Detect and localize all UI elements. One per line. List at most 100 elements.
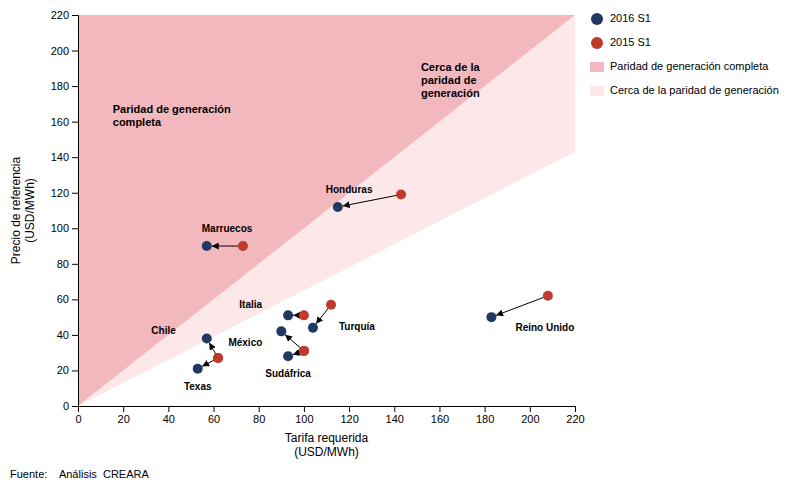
point: [299, 310, 309, 320]
plot: 0204060801001201401601802002200204060801…: [9, 9, 585, 459]
point: [333, 202, 343, 212]
point-label: Texas: [184, 381, 212, 392]
annotation: Cerca de laparidad degeneración: [421, 61, 481, 99]
point: [543, 291, 553, 301]
tick-label: 140: [386, 413, 404, 425]
point: [486, 312, 496, 322]
tick-label: 0: [63, 400, 69, 412]
point: [299, 346, 309, 356]
point: [283, 351, 293, 361]
tick-label: 180: [51, 80, 69, 92]
y-axis-title: Precio de referencia(USD/MWh): [9, 156, 37, 264]
point: [326, 300, 336, 310]
tick-mark: [485, 406, 486, 412]
tick-mark: [72, 51, 78, 52]
tick: 40: [57, 329, 78, 341]
legend-label: 2015 S1: [610, 36, 651, 48]
x-axis: 020406080100120140160180200220: [75, 406, 584, 425]
point-label: Turquía: [339, 321, 375, 332]
legend-item: 2015 S1: [591, 36, 651, 49]
tick: 0: [75, 406, 81, 425]
tick-mark: [72, 335, 78, 336]
point: [213, 353, 223, 363]
tick-mark: [349, 406, 350, 412]
tick-mark: [72, 228, 78, 229]
marks: [78, 15, 575, 406]
tick-mark: [214, 406, 215, 412]
point: [193, 364, 203, 374]
source: Fuente: Análisis CREARA: [10, 468, 149, 480]
point: [299, 346, 309, 356]
tick-label: 140: [51, 151, 69, 163]
point: [202, 333, 212, 343]
arrow: [496, 296, 548, 316]
legend-symbol: [591, 37, 603, 49]
tick: 180: [476, 406, 494, 425]
point: [238, 241, 248, 251]
point-label: Italia: [239, 299, 262, 310]
tick: 200: [521, 406, 539, 425]
tick: 0: [63, 400, 78, 412]
tick-mark: [72, 157, 78, 158]
tick-label: 120: [51, 187, 69, 199]
tick: 140: [386, 406, 404, 425]
tick-label: 160: [51, 116, 69, 128]
tick-mark: [72, 370, 78, 371]
arrow: [343, 195, 401, 206]
legend-label: Paridad de generación completa: [610, 60, 769, 72]
tick: 100: [295, 406, 313, 425]
legend: 2016 S1 2015 S1 Paridad de generación comp…: [590, 12, 779, 96]
point-label: Marruecos: [202, 223, 253, 234]
point-label: Sudáfrica: [265, 368, 311, 379]
tick-mark: [259, 406, 260, 412]
tick-label: 20: [118, 413, 130, 425]
tick-mark: [575, 406, 576, 412]
tick: 20: [118, 406, 130, 425]
tick-mark: [530, 406, 531, 412]
axis-line: [72, 16, 79, 407]
legend-symbol: [591, 13, 603, 25]
tick-label: 200: [521, 413, 539, 425]
tick-label: 180: [476, 413, 494, 425]
tick: 80: [253, 406, 265, 425]
tick: 140: [51, 151, 78, 163]
point: [283, 310, 293, 320]
legend-item: Cerca de la paridad de generación: [590, 84, 779, 96]
point: [308, 323, 318, 333]
point: [213, 353, 223, 363]
tick-mark: [72, 122, 78, 123]
legend-item: 2016 S1: [591, 12, 651, 25]
tick: 200: [51, 45, 78, 57]
tick: 100: [51, 222, 78, 234]
tick-label: 100: [51, 222, 69, 234]
tick-mark: [168, 406, 169, 412]
tick-label: 0: [75, 413, 81, 425]
point: [276, 326, 286, 336]
tick-mark: [72, 406, 78, 407]
tick: 60: [57, 293, 78, 305]
axis-line: [79, 407, 576, 413]
legend-item: Paridad de generación completa: [590, 60, 769, 72]
tick-label: 100: [295, 413, 313, 425]
tick-mark: [72, 86, 78, 87]
x-axis-title: Tarifa requerida(USD/MWh): [285, 431, 369, 459]
tick-mark: [72, 264, 78, 265]
tick: 120: [340, 406, 358, 425]
tick-label: 200: [51, 45, 69, 57]
tick-label: 40: [57, 329, 69, 341]
series-points: [213, 190, 553, 364]
zone: [78, 15, 575, 406]
tick-mark: [72, 299, 78, 300]
tick-label: 40: [163, 413, 175, 425]
point-label: Reino Unido: [515, 322, 574, 333]
point: [202, 241, 212, 251]
point-label: Honduras: [326, 184, 373, 195]
tick-mark: [439, 406, 440, 412]
tick-label: 60: [57, 293, 69, 305]
tick: 60: [208, 406, 220, 425]
tick-mark: [72, 193, 78, 194]
tick-label: 120: [340, 413, 358, 425]
legend-symbol: [590, 62, 604, 72]
y-axis: 020406080100120140160180200220: [51, 9, 79, 412]
tick-label: 80: [57, 258, 69, 270]
